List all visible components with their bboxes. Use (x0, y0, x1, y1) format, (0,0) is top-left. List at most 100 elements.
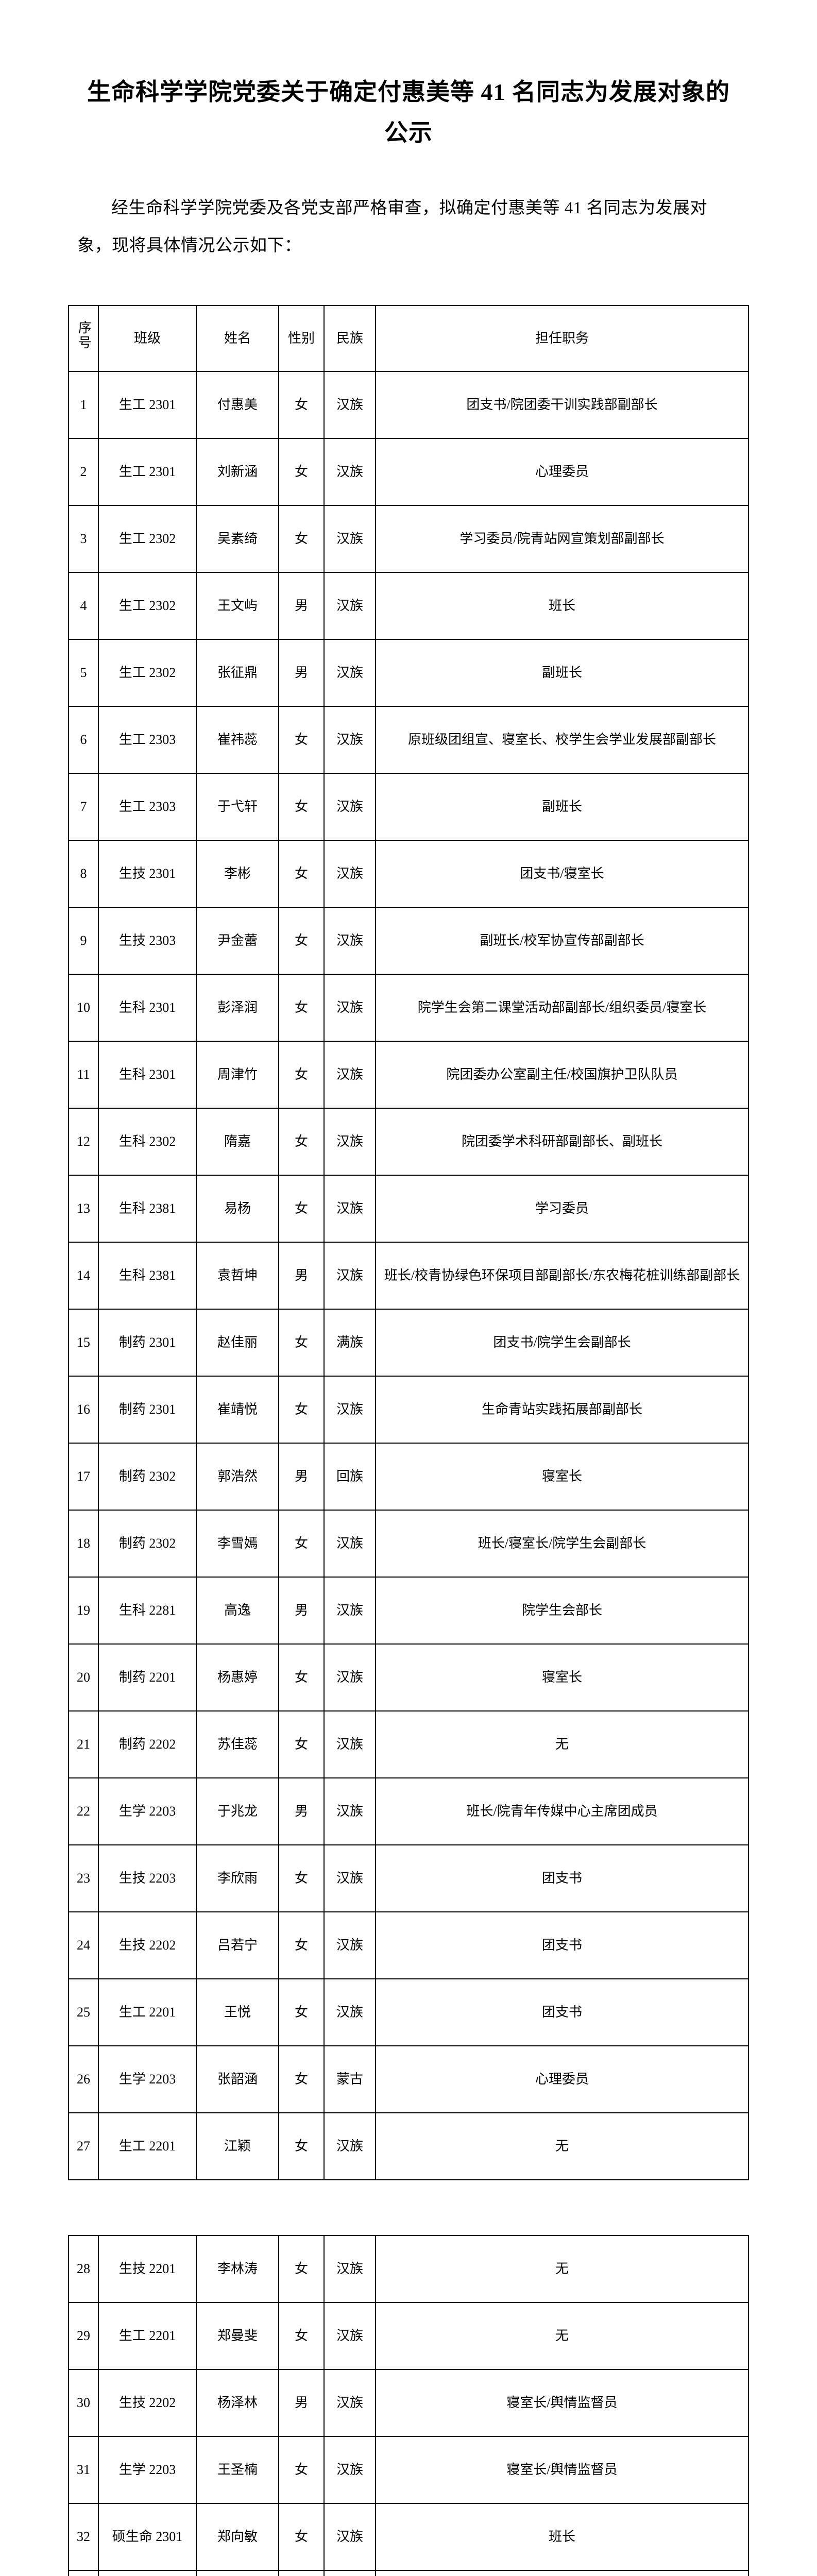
cell-name: 王悦 (196, 1978, 279, 2047)
cell-position: 学习委员 (375, 1175, 749, 1243)
cell-name: 高逸 (196, 1577, 279, 1645)
table-row: 23 生技 2203 李欣雨女汉族 团支书 (68, 1844, 749, 1913)
cell-index: 24 (68, 1911, 99, 1980)
cell-index: 14 (68, 1242, 99, 1310)
cell-index: 20 (68, 1643, 99, 1712)
cell-class: 制药 2202 (98, 1710, 197, 1779)
cell-class: 生技 2202 (98, 2369, 197, 2437)
cell-class: 生技 2203 (98, 1844, 197, 1913)
cell-ethnicity: 汉族 (324, 572, 376, 640)
cell-gender: 女 (278, 371, 325, 439)
table-row: 25 生工 2201 王悦女汉族 团支书 (68, 1978, 749, 2047)
cell-class: 生学 2203 (98, 2436, 197, 2504)
cell-position: 无 (375, 2112, 749, 2181)
table-row: 2 生工 2301 刘新涵女汉族 心理委员 (68, 438, 749, 506)
cell-gender: 女 (278, 438, 325, 506)
cell-ethnicity: 汉族 (324, 1041, 376, 1109)
cell-ethnicity: 满族 (324, 1309, 376, 1377)
cell-index: 3 (68, 505, 99, 573)
cell-class: 生技 2201 (98, 2235, 197, 2303)
cell-position: 班长 (375, 2503, 749, 2571)
cell-position: 院团委办公室副主任/校国旗护卫队队员 (375, 1041, 749, 1109)
cell-ethnicity: 汉族 (324, 840, 376, 908)
cell-position: 班长/院青年传媒中心主席团成员 (375, 1777, 749, 1846)
cell-gender: 女 (278, 1041, 325, 1109)
cell-position: 生命青站实践拓展部副部长 (375, 1376, 749, 1444)
cell-position: 院学生会第二课堂活动部副部长/组织委员/寝室长 (375, 974, 749, 1042)
cell-name: 付惠美 (196, 371, 279, 439)
cell-ethnicity: 汉族 (324, 1510, 376, 1578)
cell-gender: 女 (278, 1710, 325, 1779)
cell-index: 2 (68, 438, 99, 506)
cell-position: 班长 (375, 572, 749, 640)
cell-name: 袁哲坤 (196, 1242, 279, 1310)
cell-position: 团支书/院团委干训实践部副部长 (375, 371, 749, 439)
table-row: 7 生工 2303 于弋轩女汉族 副班长 (68, 773, 749, 841)
cell-class: 生技 2301 (98, 840, 197, 908)
table-header-row: 序号 班级 姓名 性别 民族 担任职务 (68, 305, 749, 372)
cell-name: 彭泽润 (196, 974, 279, 1042)
cell-index: 23 (68, 1844, 99, 1913)
col-header-ethnicity: 民族 (324, 305, 376, 372)
cell-index: 13 (68, 1175, 99, 1243)
cell-ethnicity: 汉族 (324, 2570, 376, 2576)
cell-gender: 女 (278, 1643, 325, 1712)
cell-position: 班长/寝室长/院学生会副部长 (375, 1510, 749, 1578)
cell-name: 崔祎蕊 (196, 706, 279, 774)
cell-ethnicity: 汉族 (324, 706, 376, 774)
cell-class: 制药 2302 (98, 1443, 197, 1511)
cell-gender: 女 (278, 907, 325, 975)
table-row: 1 生工 2301 付惠美女汉族 团支书/院团委干训实践部副部长 (68, 371, 749, 439)
cell-class: 制药 2301 (98, 1309, 197, 1377)
cell-ethnicity: 汉族 (324, 1710, 376, 1779)
cell-ethnicity: 汉族 (324, 907, 376, 975)
cell-class: 生工 2201 (98, 2302, 197, 2370)
cell-ethnicity: 汉族 (324, 2503, 376, 2571)
cell-position: 心理委员 (375, 2045, 749, 2114)
cell-class: 生科 2301 (98, 1041, 197, 1109)
cell-position: 寝室长/舆情监督员 (375, 2369, 749, 2437)
cell-position: 心理委员 (375, 438, 749, 506)
cell-index: 18 (68, 1510, 99, 1578)
table-row: 16 制药 2301 崔靖悦女汉族 生命青站实践拓展部副部长 (68, 1376, 749, 1444)
col-header-gender: 性别 (278, 305, 325, 372)
cell-index: 33 (68, 2570, 99, 2576)
cell-class: 生技 2202 (98, 1911, 197, 1980)
roster-table-section-2: 28 生技 2201 李林涛女汉族无 29 生工 2201 郑曼斐女汉族无 30 生技 220… (0, 2211, 817, 2576)
cell-index: 26 (68, 2045, 99, 2114)
cell-ethnicity: 汉族 (324, 1643, 376, 1712)
cell-name: 苏佳蕊 (196, 1710, 279, 1779)
cell-ethnicity: 汉族 (324, 639, 376, 707)
cell-gender: 男 (278, 1443, 325, 1511)
cell-name: 张韶涵 (196, 2045, 279, 2114)
cell-class: 生工 2302 (98, 639, 197, 707)
table-row: 18 制药 2302 李雪嫣女汉族 班长/寝室长/院学生会副部长 (68, 1510, 749, 1578)
col-header-class: 班级 (98, 305, 197, 372)
cell-name: 王文屿 (196, 572, 279, 640)
cell-ethnicity: 汉族 (324, 2302, 376, 2370)
cell-index: 1 (68, 371, 99, 439)
cell-name: 王圣楠 (196, 2436, 279, 2504)
table-row: 32 硕生命 2301 郑向敏女汉族 班长 (68, 2503, 749, 2571)
cell-ethnicity: 汉族 (324, 1108, 376, 1176)
cell-index: 27 (68, 2112, 99, 2181)
cell-index: 5 (68, 639, 99, 707)
cell-position: 班长/校青协绿色环保项目部副部长/东农梅花桩训练部副部长 (375, 1242, 749, 1310)
cell-name: 杨惠婷 (196, 1643, 279, 1712)
cell-name: 吕若宁 (196, 1911, 279, 1980)
cell-name: 赵雪 (196, 2570, 279, 2576)
cell-name: 隋嘉 (196, 1108, 279, 1176)
cell-position: 无 (375, 2235, 749, 2303)
cell-gender: 女 (278, 1175, 325, 1243)
cell-name: 李彬 (196, 840, 279, 908)
cell-class: 生科 2301 (98, 974, 197, 1042)
cell-name: 吴素绮 (196, 505, 279, 573)
cell-index: 31 (68, 2436, 99, 2504)
cell-ethnicity: 汉族 (324, 1844, 376, 1913)
table-row: 13 生科 2381 易杨女汉族 学习委员 (68, 1175, 749, 1243)
cell-ethnicity: 蒙古 (324, 2045, 376, 2114)
table-row: 24 生技 2202 吕若宁女汉族 团支书 (68, 1911, 749, 1980)
cell-class: 生科 2302 (98, 1108, 197, 1176)
cell-name: 李林涛 (196, 2235, 279, 2303)
cell-position: 无 (375, 1710, 749, 1779)
